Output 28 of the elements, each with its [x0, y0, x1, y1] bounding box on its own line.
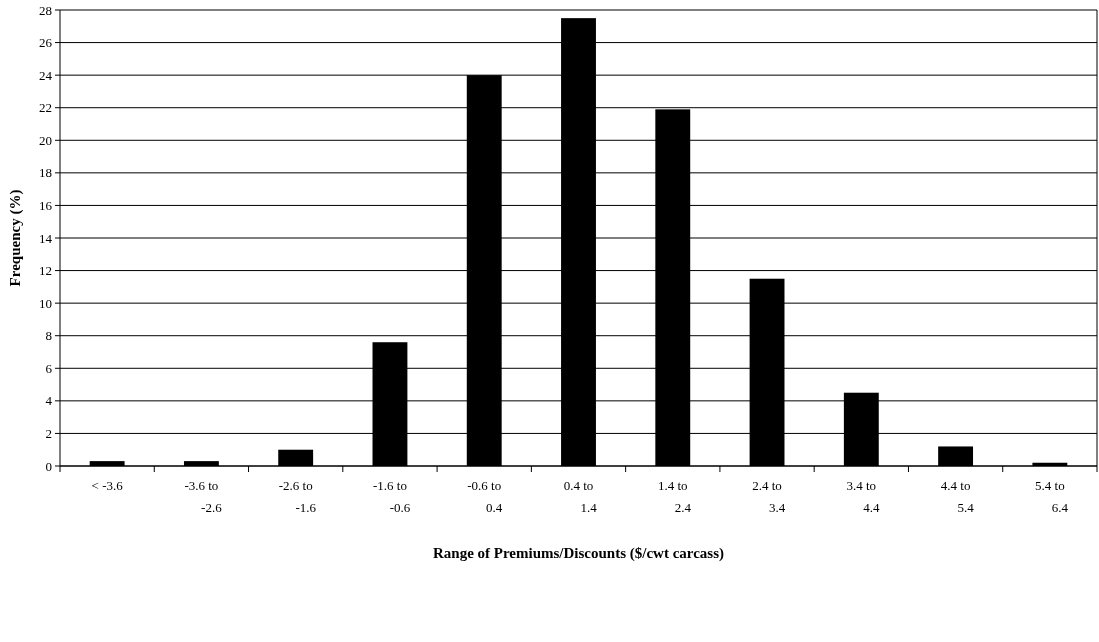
x-tick-label: 0.4 to 1.4 — [563, 478, 598, 515]
y-tick-label: 6 — [45, 360, 53, 376]
y-tick-label: 16 — [39, 197, 53, 213]
y-tick-label: 18 — [39, 165, 52, 181]
y-tick-label: 22 — [39, 100, 52, 116]
x-axis-title: Range of Premiums/Discounts ($/cwt carcass) — [432, 545, 725, 562]
y-tick-label: 14 — [39, 230, 53, 246]
y-tick-label: 24 — [39, 67, 53, 83]
x-tick-label: 5.4 to 6.4 — [1035, 478, 1069, 515]
y-tick-label: 4 — [45, 393, 53, 409]
y-tick-label: 12 — [39, 263, 52, 279]
y-tick-label: 28 — [39, 2, 52, 18]
x-tick-label: 3.4 to 4.4 — [846, 478, 880, 515]
y-tick-label: 26 — [39, 35, 53, 51]
y-tick-label: 20 — [39, 132, 52, 148]
y-axis-title: Frequency (%) — [7, 189, 24, 287]
x-tick-label: -2.6 to -1.6 — [278, 478, 317, 515]
x-tick-label: -0.6 to 0.4 — [467, 478, 503, 515]
x-tick-label: < -3.6 — [91, 478, 124, 493]
x-tick-label: -1.6 to -0.6 — [372, 478, 411, 515]
y-tick-label: 8 — [45, 328, 52, 344]
x-tick-label: 1.4 to 2.4 — [657, 478, 692, 515]
y-tick-label: 0 — [45, 458, 52, 474]
y-tick-label: 10 — [39, 295, 52, 311]
x-tick-label: -3.6 to -2.6 — [184, 478, 223, 515]
y-tick-label: 2 — [45, 425, 52, 441]
x-tick-label: 4.4 to 5.4 — [940, 478, 975, 515]
x-tick-label: 2.4 to 3.4 — [752, 478, 786, 515]
